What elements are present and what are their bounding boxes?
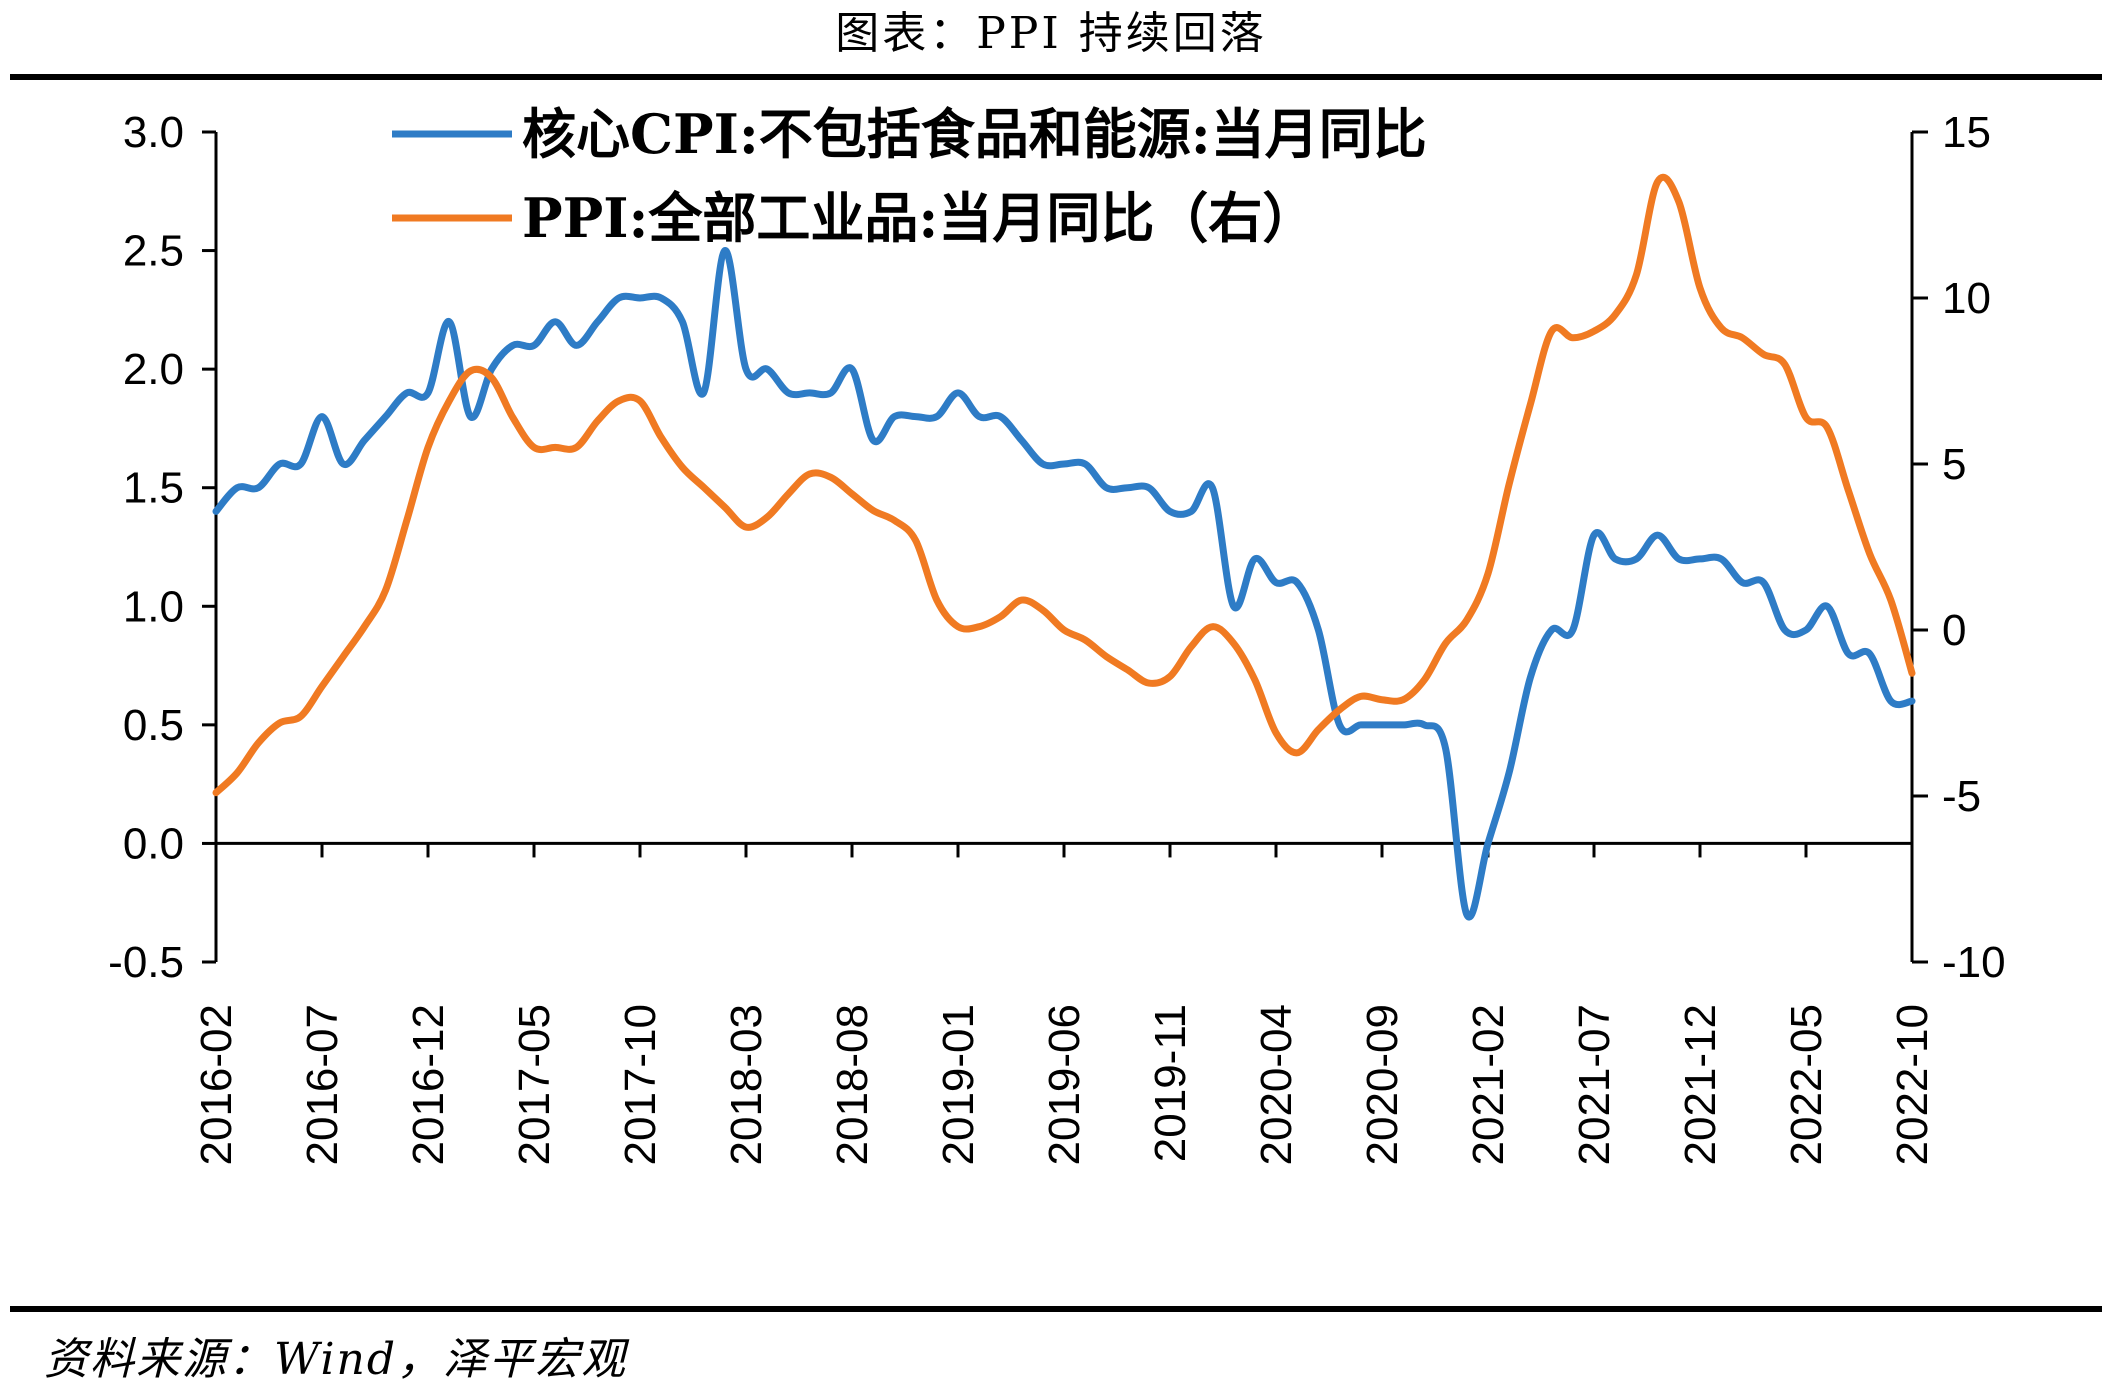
x-tick-label: 2018-08: [828, 1004, 877, 1165]
page-title: 图表：PPI 持续回落: [835, 8, 1267, 59]
right-y-tick-label: 15: [1942, 108, 1991, 157]
x-tick-label: 2017-10: [616, 1004, 665, 1165]
x-tick-label: 2022-10: [1888, 1004, 1937, 1165]
x-tick-label: 2018-03: [722, 1004, 771, 1165]
right-y-tick-label: -10: [1942, 938, 2006, 987]
bottom-divider: [10, 1306, 2102, 1312]
series-layer: [212, 173, 1916, 921]
chart-legend: 核心CPI:不包括食品和能源:当月同比 PPI:全部工业品:当月同比（右）: [392, 102, 1427, 250]
x-tick-label: 2016-12: [404, 1004, 453, 1165]
left-y-tick-label: -0.5: [108, 938, 184, 987]
x-tick-label: 2019-11: [1146, 1004, 1195, 1162]
x-tick-label: 2021-12: [1676, 1004, 1725, 1165]
x-tick-label: 2020-09: [1358, 1004, 1407, 1165]
x-tick-label: 2016-02: [192, 1004, 241, 1165]
x-tick-label: 2020-04: [1252, 1004, 1301, 1165]
x-tick-label: 2017-05: [510, 1004, 559, 1165]
x-tick-label: 2021-07: [1570, 1004, 1619, 1165]
left-y-tick-label: 0.5: [123, 701, 184, 750]
left-y-tick-label: 3.0: [123, 108, 184, 157]
x-tick-label: 2022-05: [1782, 1004, 1831, 1165]
x-tick-label: 2021-02: [1464, 1004, 1513, 1165]
dual-axis-line-chart: -0.5 0.0 0.5 1.0 1.5 2.0 2.5 3.0 -10 -5 0 5 10 15 2016…: [108, 102, 2005, 1165]
x-tick-label: 2019-06: [1040, 1004, 1089, 1165]
left-y-tick-label: 2.5: [123, 227, 184, 276]
left-y-tick-label: 2.0: [123, 345, 184, 394]
legend-label-core-cpi: 核心CPI:不包括食品和能源:当月同比: [522, 102, 1427, 166]
left-y-tick-label: 1.0: [123, 582, 184, 631]
series-line-core-cpi: [212, 247, 1916, 921]
right-y-tick-label: 0: [1942, 606, 1966, 655]
right-y-tick-label: 10: [1942, 274, 1991, 323]
legend-label-ppi: PPI:全部工业品:当月同比（右）: [522, 186, 1316, 250]
x-tick-label: 2019-01: [934, 1004, 983, 1165]
chart-axes: -0.5 0.0 0.5 1.0 1.5 2.0 2.5 3.0 -10 -5 0 5 10 15 2016…: [108, 108, 2005, 1165]
right-y-tick-label: -5: [1942, 772, 1981, 821]
series-line-ppi: [212, 173, 1916, 797]
right-y-tick-label: 5: [1942, 440, 1966, 489]
left-y-tick-label: 0.0: [123, 819, 184, 868]
left-y-tick-label: 1.5: [123, 464, 184, 513]
x-tick-label: 2016-07: [298, 1004, 347, 1165]
top-divider: [10, 74, 2102, 80]
source-note: 资料来源：Wind，泽平宏观: [44, 1334, 628, 1385]
